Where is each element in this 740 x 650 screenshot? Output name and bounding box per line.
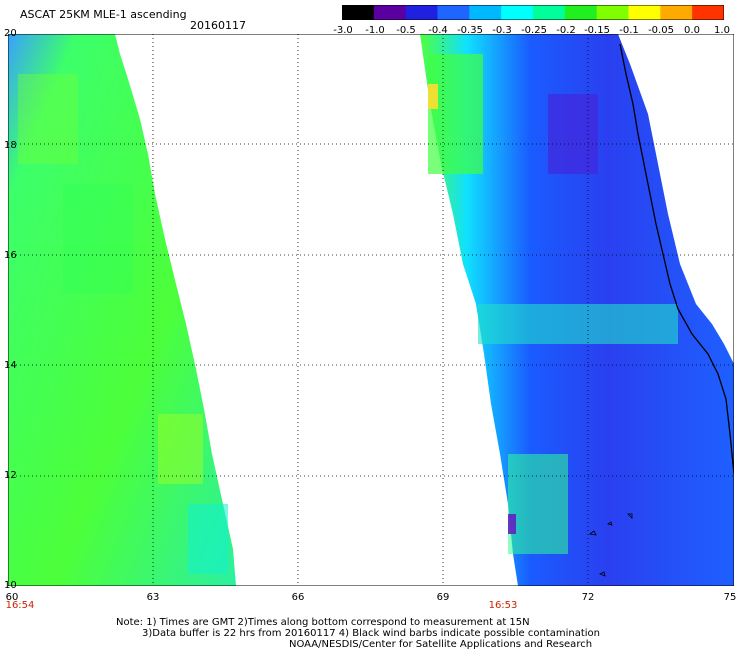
colorbar-cell [405,5,438,20]
lon-label: 60 [5,592,19,603]
footer-note-2: 3)Data buffer is 22 hrs from 20160117 4)… [142,628,600,639]
swath-time-east: 16:53 [488,600,518,611]
colorbar-label: 1.0 [714,25,730,36]
lon-label: 72 [581,592,595,603]
colorbar-label: -0.25 [521,25,547,36]
colorbar-label: -0.4 [428,25,448,36]
swath-west-patch [188,504,228,574]
colorbar-cell [692,5,724,20]
colorbar-label: -0.2 [556,25,576,36]
swath-east-patch [478,304,678,344]
swath-map [8,34,734,586]
island-outline [589,513,633,577]
colorbar-label: -0.1 [619,25,639,36]
lat-label: 18 [4,140,17,151]
coastline [619,43,734,475]
colorbar-cell [596,5,629,20]
swath-east-patch [508,514,516,534]
colorbar-label: 0.0 [684,25,700,36]
product-date: 20160117 [190,19,246,32]
colorbar-label: -0.15 [584,25,610,36]
colorbar-cell [628,5,661,20]
lon-label: 69 [436,592,450,603]
product-title: ASCAT 25KM MLE-1 ascending [20,8,187,21]
swath-west-patch [63,184,133,294]
colorbar-cell [660,5,693,20]
colorbar-label: -3.0 [333,25,353,36]
lat-label: 14 [4,360,17,371]
swath-east-patch [428,54,483,174]
swath-west-patch [158,414,203,484]
colorbar-cell [437,5,470,20]
colorbar-label: -0.35 [457,25,483,36]
swath-east-patch [428,84,438,109]
lat-label: 20 [4,28,17,39]
lat-label: 10 [4,580,17,591]
swath-east-patch [548,94,598,174]
colorbar-cell [342,5,375,20]
colorbar-cell [533,5,566,20]
colorbar-label: -0.5 [396,25,416,36]
lat-label: 12 [4,470,17,481]
colorbar-label: -1.0 [365,25,385,36]
footer-note-1: Note: 1) Times are GMT 2)Times along bot… [116,617,530,628]
colorbar-cell [469,5,502,20]
lat-label: 16 [4,250,17,261]
colorbar [342,5,724,20]
colorbar-label: -0.05 [648,25,674,36]
graticule [8,34,734,586]
swath-time-west: 16:54 [5,600,35,611]
colorbar-cell [564,5,598,20]
lon-label: 75 [723,592,737,603]
colorbar-labels: -3.0 -1.0 -0.5 -0.4 -0.35 -0.3 -0.25 -0.… [0,25,740,39]
colorbar-cell [373,5,407,20]
colorbar-cell [501,5,534,20]
lon-label: 63 [146,592,160,603]
colorbar-label: -0.3 [492,25,512,36]
footer-credit: NOAA/NESDIS/Center for Satellite Applica… [289,639,593,650]
swath-east-patch [508,454,568,554]
lon-label: 66 [291,592,305,603]
swath-west-patch [18,74,78,164]
